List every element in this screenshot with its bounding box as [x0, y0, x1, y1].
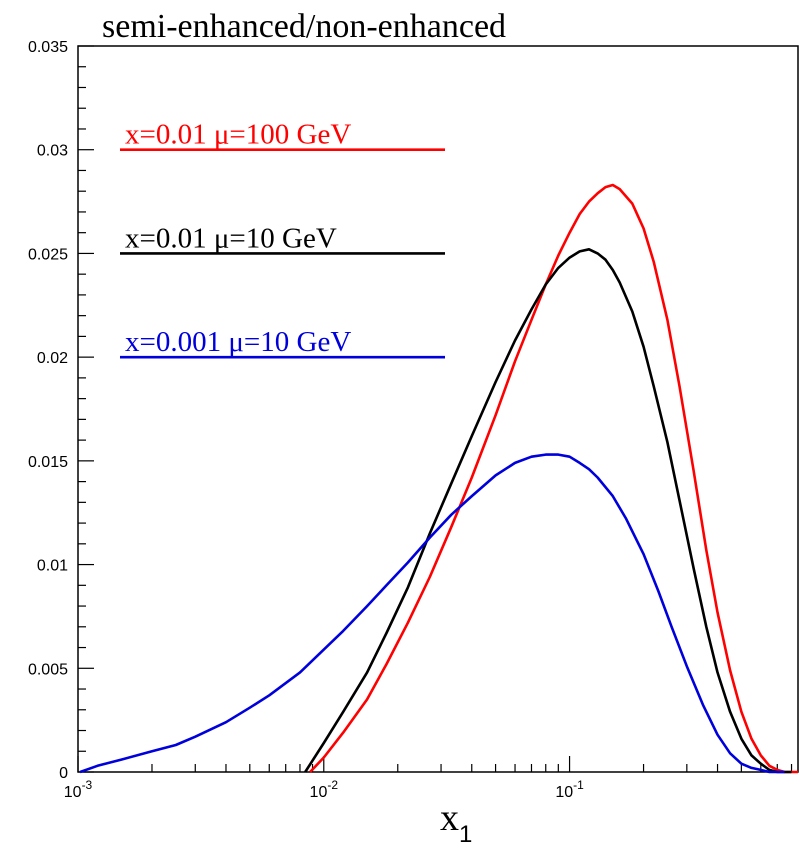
y-tick-label: 0.02	[37, 350, 68, 367]
legend: x=0.01 μ=100 GeV x=0.01 μ=10 GeV x=0.001 μ…	[120, 119, 445, 359]
legend-label-2: x=0.01 μ=10 GeV	[125, 222, 337, 254]
x-tick-label: 10-2	[310, 778, 339, 801]
x-axis-label-subscript: 1	[459, 821, 472, 846]
series-line-2	[304, 248, 792, 774]
series-group	[79, 183, 798, 774]
series-line-3	[79, 453, 785, 774]
y-tick-label: 0.035	[28, 39, 68, 56]
x-tick-label: 10-3	[64, 778, 93, 801]
y-tick-label: 0.03	[37, 143, 68, 160]
y-tick-label: 0.015	[28, 454, 68, 471]
x-axis-label-main: x	[440, 797, 459, 839]
plot-frame	[77, 45, 799, 773]
y-tick-label: 0.025	[28, 246, 68, 263]
x-tick-label: 10-1	[555, 778, 584, 801]
legend-label-1: x=0.01 μ=100 GeV	[125, 119, 351, 151]
x-axis-label: x1	[440, 797, 472, 846]
y-tick-label: 0	[59, 765, 68, 782]
y-tick-label: 0.005	[28, 661, 68, 678]
legend-label-3: x=0.001 μ=10 GeV	[125, 326, 351, 358]
series-line-1	[309, 183, 798, 774]
chart-title: semi-enhanced/non-enhanced	[102, 8, 506, 45]
y-tick-label: 0.01	[37, 558, 68, 575]
x-axis: 10-3 10-2 10-1	[64, 756, 793, 801]
y-axis: 0 0.005 0.01 0.015 0.02 0.025 0.03 0.035	[28, 39, 94, 782]
